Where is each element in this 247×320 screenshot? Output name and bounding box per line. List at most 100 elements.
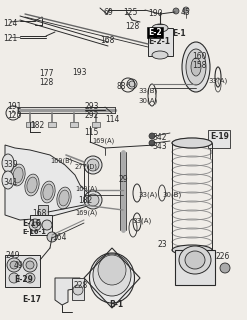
Polygon shape — [55, 278, 80, 305]
Text: E-19: E-19 — [210, 132, 229, 141]
Circle shape — [42, 220, 52, 230]
Ellipse shape — [89, 253, 135, 303]
Text: 249: 249 — [5, 251, 20, 260]
Text: 228: 228 — [73, 281, 87, 290]
Circle shape — [149, 140, 155, 146]
Ellipse shape — [25, 174, 39, 196]
Ellipse shape — [2, 154, 14, 172]
Ellipse shape — [43, 184, 53, 200]
Text: 158: 158 — [192, 61, 206, 70]
Text: 88: 88 — [116, 82, 125, 91]
Text: 190: 190 — [148, 9, 163, 18]
Circle shape — [10, 261, 18, 269]
Text: 342: 342 — [152, 133, 166, 142]
Ellipse shape — [152, 51, 168, 59]
Text: 45: 45 — [181, 8, 191, 17]
Ellipse shape — [2, 171, 14, 189]
Text: 168: 168 — [32, 209, 46, 218]
Text: E-16-1: E-16-1 — [22, 229, 46, 235]
Circle shape — [87, 159, 99, 171]
Ellipse shape — [13, 167, 23, 183]
Text: 193: 193 — [72, 68, 86, 77]
Ellipse shape — [172, 245, 212, 255]
Ellipse shape — [11, 164, 25, 186]
Ellipse shape — [98, 255, 126, 285]
Text: 115: 115 — [84, 128, 98, 137]
Ellipse shape — [179, 246, 211, 274]
Text: 30(A): 30(A) — [138, 97, 157, 103]
Text: 169(A): 169(A) — [75, 210, 97, 217]
Bar — [70, 122, 78, 127]
Text: 120: 120 — [7, 111, 21, 120]
Circle shape — [173, 8, 179, 14]
Text: 226: 226 — [215, 252, 229, 261]
Circle shape — [220, 263, 230, 273]
Text: A: A — [11, 110, 15, 116]
Text: 169(B): 169(B) — [50, 157, 72, 164]
Text: 191: 191 — [7, 102, 21, 111]
Ellipse shape — [152, 24, 168, 32]
Text: A: A — [126, 83, 130, 87]
Ellipse shape — [57, 187, 71, 209]
Ellipse shape — [41, 181, 55, 203]
Text: 182: 182 — [30, 121, 44, 130]
Text: E-1: E-1 — [172, 29, 186, 38]
Bar — [175, 250, 215, 285]
Text: 277(D): 277(D) — [75, 163, 98, 170]
Text: 169(A): 169(A) — [92, 138, 114, 145]
Text: 23: 23 — [157, 240, 167, 249]
Ellipse shape — [27, 177, 37, 193]
Text: E-17: E-17 — [22, 295, 41, 304]
Bar — [72, 278, 84, 300]
Bar — [208, 130, 230, 148]
Ellipse shape — [182, 42, 210, 92]
Bar — [30, 215, 52, 235]
Circle shape — [84, 191, 102, 209]
Circle shape — [73, 285, 83, 295]
Text: 69: 69 — [103, 8, 113, 17]
Circle shape — [47, 232, 57, 242]
Text: 125: 125 — [123, 8, 137, 17]
Bar — [92, 122, 100, 127]
Text: 33(B): 33(B) — [138, 88, 157, 94]
Circle shape — [26, 261, 34, 269]
Bar — [148, 28, 173, 56]
Ellipse shape — [191, 58, 201, 76]
Text: 114: 114 — [105, 115, 119, 124]
Ellipse shape — [185, 251, 205, 269]
Text: 293: 293 — [84, 102, 99, 111]
Circle shape — [29, 219, 41, 231]
Text: 341: 341 — [3, 178, 18, 187]
Text: 30(B): 30(B) — [162, 191, 181, 197]
Ellipse shape — [172, 138, 212, 148]
Text: E-16: E-16 — [22, 219, 41, 228]
Text: 33(A): 33(A) — [132, 218, 151, 225]
Text: 128: 128 — [125, 22, 139, 31]
Text: 292: 292 — [84, 111, 98, 120]
Bar — [38, 205, 48, 219]
Text: 168: 168 — [100, 36, 114, 45]
Text: 339: 339 — [3, 160, 18, 169]
Ellipse shape — [186, 49, 206, 85]
Text: E-2: E-2 — [148, 28, 162, 37]
Circle shape — [25, 273, 35, 283]
Text: 177: 177 — [39, 69, 54, 78]
Bar — [48, 122, 56, 127]
Text: 33(A): 33(A) — [138, 191, 157, 197]
Bar — [26, 122, 34, 127]
Text: B-1: B-1 — [109, 300, 123, 309]
Text: 121: 121 — [3, 34, 17, 43]
Circle shape — [149, 133, 155, 139]
Text: 128: 128 — [39, 78, 53, 87]
Circle shape — [87, 194, 99, 206]
Circle shape — [7, 258, 21, 272]
Circle shape — [127, 79, 137, 89]
Circle shape — [9, 273, 19, 283]
Text: 49: 49 — [14, 261, 24, 270]
Ellipse shape — [93, 254, 131, 296]
Circle shape — [183, 7, 189, 13]
Text: 164: 164 — [52, 233, 66, 242]
Text: 169(A): 169(A) — [75, 185, 97, 191]
Polygon shape — [5, 145, 90, 220]
Text: 29: 29 — [118, 175, 128, 184]
